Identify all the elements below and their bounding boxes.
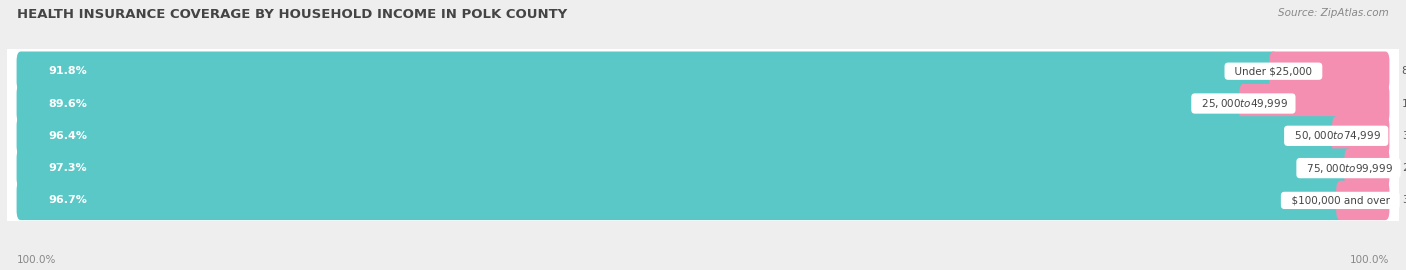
Text: $100,000 and over: $100,000 and over bbox=[1285, 195, 1396, 205]
Text: HEALTH INSURANCE COVERAGE BY HOUSEHOLD INCOME IN POLK COUNTY: HEALTH INSURANCE COVERAGE BY HOUSEHOLD I… bbox=[17, 8, 567, 21]
Text: 97.3%: 97.3% bbox=[48, 163, 87, 173]
Text: 8.2%: 8.2% bbox=[1402, 66, 1406, 76]
FancyBboxPatch shape bbox=[17, 181, 1344, 220]
Text: 3.6%: 3.6% bbox=[1402, 131, 1406, 141]
FancyBboxPatch shape bbox=[17, 116, 1340, 156]
FancyBboxPatch shape bbox=[1, 143, 1405, 194]
FancyBboxPatch shape bbox=[17, 148, 1353, 188]
Text: 100.0%: 100.0% bbox=[1350, 255, 1389, 265]
Text: 2.7%: 2.7% bbox=[1402, 163, 1406, 173]
Text: $25,000 to $49,999: $25,000 to $49,999 bbox=[1195, 97, 1292, 110]
FancyBboxPatch shape bbox=[1, 175, 1405, 226]
Text: 96.4%: 96.4% bbox=[48, 131, 87, 141]
Text: 91.8%: 91.8% bbox=[48, 66, 87, 76]
FancyBboxPatch shape bbox=[1, 110, 1405, 161]
Text: 10.4%: 10.4% bbox=[1402, 99, 1406, 109]
FancyBboxPatch shape bbox=[1344, 148, 1389, 188]
FancyBboxPatch shape bbox=[1331, 116, 1389, 156]
Text: $50,000 to $74,999: $50,000 to $74,999 bbox=[1288, 129, 1385, 142]
FancyBboxPatch shape bbox=[17, 52, 1278, 91]
FancyBboxPatch shape bbox=[1336, 181, 1389, 220]
Text: 100.0%: 100.0% bbox=[17, 255, 56, 265]
Text: 96.7%: 96.7% bbox=[48, 195, 87, 205]
Text: Under $25,000: Under $25,000 bbox=[1229, 66, 1319, 76]
FancyBboxPatch shape bbox=[1270, 52, 1389, 91]
FancyBboxPatch shape bbox=[1239, 84, 1389, 123]
Text: 3.3%: 3.3% bbox=[1402, 195, 1406, 205]
FancyBboxPatch shape bbox=[17, 84, 1247, 123]
Text: Source: ZipAtlas.com: Source: ZipAtlas.com bbox=[1278, 8, 1389, 18]
FancyBboxPatch shape bbox=[1, 46, 1405, 97]
FancyBboxPatch shape bbox=[1, 78, 1405, 129]
Text: $75,000 to $99,999: $75,000 to $99,999 bbox=[1301, 162, 1398, 175]
Text: 89.6%: 89.6% bbox=[48, 99, 87, 109]
